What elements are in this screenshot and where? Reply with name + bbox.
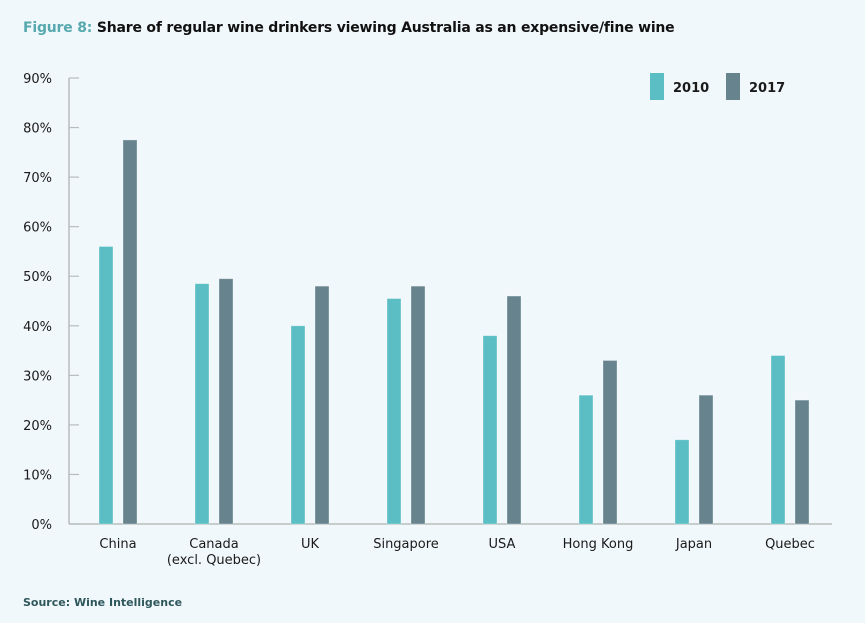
bar-2010-canada (194, 283, 210, 525)
legend-swatch-2010 (650, 73, 664, 100)
x-tick-label: Japan (675, 537, 712, 552)
bar-2017-usa (506, 295, 522, 525)
bar-2010-uk (290, 325, 306, 525)
source-note: Source: Wine Intelligence (23, 596, 183, 609)
bar-2017-canada (218, 278, 234, 525)
bar-2010-quebec (770, 355, 786, 525)
legend: 2010 2017 (650, 73, 785, 100)
figure-label: Figure 8: (23, 20, 93, 36)
y-tick-label: 60% (23, 221, 52, 236)
bar-2017-china (122, 139, 138, 525)
y-tick-label: 70% (23, 171, 52, 186)
bar-2010-singapore (386, 298, 402, 525)
bar-2017-hong-kong (602, 360, 618, 525)
y-tick-label: 20% (23, 419, 52, 434)
bar-2010-hong-kong (578, 394, 594, 525)
y-tick-label: 90% (23, 72, 52, 87)
y-tick-label: 30% (23, 369, 52, 384)
bar-2017-quebec (794, 399, 810, 525)
y-tick-label: 80% (23, 122, 52, 137)
legend-label-2010: 2010 (673, 81, 709, 96)
x-tick-label: Hong Kong (563, 537, 634, 552)
bars (98, 139, 810, 525)
bar-2017-japan (698, 394, 714, 525)
bar-2017-uk (314, 285, 330, 525)
bar-2010-japan (674, 439, 690, 525)
x-tick-label: Quebec (765, 537, 815, 552)
y-axis: 0% 10% 20% 30% 40% 50% 60% 70% 80% 90% (23, 72, 79, 533)
figure-title-text: Share of regular wine drinkers viewing A… (96, 20, 675, 36)
y-tick-label: 50% (23, 270, 52, 285)
x-tick-label: Singapore (373, 537, 439, 552)
legend-swatch-2017 (726, 73, 740, 100)
y-tick-label: 0% (31, 518, 52, 533)
figure-title: Figure 8: Share of regular wine drinkers… (23, 20, 675, 36)
x-tick-label: China (99, 537, 136, 552)
bar-2017-singapore (410, 285, 426, 525)
y-tick-label: 40% (23, 320, 52, 335)
x-tick-label: Canada (excl. Quebec) (167, 537, 261, 568)
bar-2010-china (98, 246, 114, 525)
x-tick-labels: China Canada (excl. Quebec) UK Singapore USA H… (99, 537, 815, 568)
x-tick-label: USA (489, 537, 516, 552)
bar-2010-usa (482, 335, 498, 525)
legend-label-2017: 2017 (749, 81, 785, 96)
y-tick-label: 10% (23, 468, 52, 483)
x-tick-label: UK (301, 537, 320, 552)
